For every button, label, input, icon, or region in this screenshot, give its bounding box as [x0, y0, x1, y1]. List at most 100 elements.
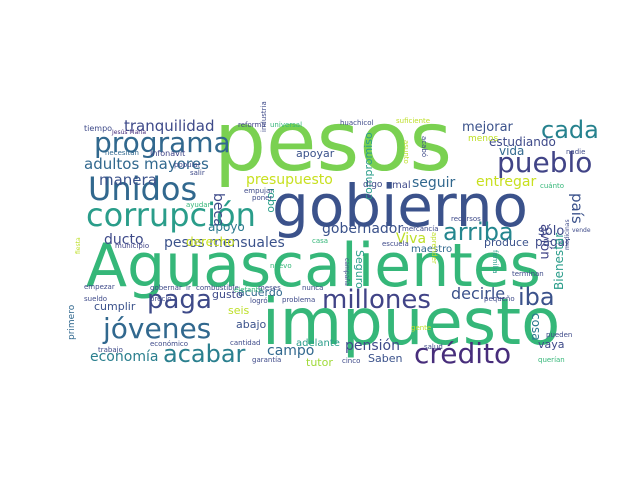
- word: industria: [260, 101, 268, 132]
- word: ducto: [104, 232, 144, 248]
- word: menos: [468, 134, 499, 144]
- word: campo: [267, 343, 314, 359]
- word: salir: [190, 169, 205, 177]
- word: precio: [150, 295, 172, 303]
- word: escuela: [382, 240, 409, 248]
- word: asunto: [402, 140, 410, 164]
- word: decirle: [451, 284, 505, 303]
- word: crédito: [414, 337, 511, 370]
- word: manera: [99, 171, 157, 189]
- word: Infonavit: [150, 149, 185, 158]
- word: aprender: [430, 232, 438, 264]
- word: estudiando: [489, 135, 556, 149]
- word: campaña: [343, 258, 350, 286]
- word: Viva: [396, 231, 426, 247]
- word: robo: [265, 188, 278, 213]
- word: compromiso: [362, 132, 375, 200]
- cloud-words: pesos gobierno Aguascalientes impuesto c…: [67, 95, 599, 370]
- word: sueldo: [84, 295, 107, 303]
- word: ayudar: [186, 201, 211, 209]
- word: empujar: [244, 187, 273, 195]
- word: nunca: [302, 284, 323, 292]
- word: nadie: [566, 148, 585, 156]
- word: fiesta: [75, 237, 82, 254]
- word: maestro: [411, 244, 452, 255]
- word: gobierno: [272, 172, 528, 240]
- word: medicinas: [564, 219, 571, 250]
- word: adelante: [296, 338, 340, 349]
- word: popular: [174, 161, 201, 169]
- word: acuerdo: [238, 286, 283, 299]
- word: pagar: [535, 235, 570, 249]
- word: ir: [186, 284, 191, 292]
- word: corrupción: [86, 196, 256, 234]
- word: abajo: [236, 318, 267, 331]
- word: seis: [228, 304, 250, 317]
- word: pensión: [345, 338, 400, 354]
- word: cosa: [529, 313, 543, 341]
- word: huachicol: [340, 119, 374, 127]
- word: sólo: [538, 224, 564, 239]
- word: vende: [572, 227, 591, 234]
- word: recursos: [451, 215, 481, 223]
- word: familia: [491, 250, 499, 274]
- word: digo: [363, 180, 383, 190]
- word: produce: [484, 236, 529, 249]
- word: querían: [538, 356, 565, 364]
- word: garantía: [252, 356, 281, 364]
- word: vaya: [538, 338, 565, 351]
- word: acabar: [163, 340, 246, 368]
- word: Saben: [368, 352, 402, 365]
- word: salud: [424, 343, 443, 351]
- word: pesos: [214, 95, 452, 190]
- word: mal: [392, 180, 411, 191]
- word: Jesús María: [111, 129, 146, 136]
- word: apoyar: [296, 147, 335, 160]
- word: gusto: [212, 288, 243, 301]
- word: cinco: [342, 357, 360, 365]
- word: presupuesto: [246, 172, 333, 188]
- word: seguir: [412, 175, 456, 191]
- word: tutor: [306, 356, 333, 369]
- word: universal: [270, 121, 302, 129]
- word: avión: [537, 224, 552, 259]
- word: necesitan: [105, 149, 139, 157]
- word: iba: [518, 283, 555, 311]
- word: económico: [150, 340, 188, 348]
- word: cuánto: [540, 182, 564, 190]
- word: logró: [250, 297, 268, 305]
- word: pesos mensuales: [164, 235, 285, 251]
- word: economía: [90, 349, 158, 365]
- word: cada: [541, 116, 599, 144]
- word: pueblo: [497, 146, 592, 179]
- word: meses: [258, 284, 281, 292]
- word: mercancía: [402, 225, 439, 233]
- word: vida: [499, 144, 524, 158]
- word: paga: [147, 285, 212, 315]
- word: tiempo: [84, 124, 112, 133]
- word: primero: [67, 304, 77, 340]
- word: millones: [322, 285, 431, 315]
- word: suficiente: [396, 117, 430, 125]
- word: derecho: [186, 235, 235, 249]
- word: entregar: [476, 174, 537, 190]
- word: Bienestar: [552, 233, 566, 290]
- word: país: [568, 193, 586, 224]
- word: cumplir: [94, 300, 136, 313]
- word: arriba: [443, 218, 514, 246]
- word: empezar: [84, 283, 115, 291]
- word: terminan: [512, 270, 544, 278]
- word: combustible: [196, 284, 239, 292]
- word: Aguascalientes: [86, 231, 541, 301]
- word: pueden: [546, 331, 572, 339]
- word: acabó: [420, 136, 428, 157]
- word: problema: [282, 296, 315, 304]
- word: trabajo: [98, 346, 123, 354]
- word: jóvenes: [102, 312, 211, 345]
- word: beca: [210, 193, 226, 227]
- word: casa: [312, 237, 328, 245]
- word: mejorar: [462, 120, 514, 135]
- word: elefante: [234, 286, 263, 294]
- word: impuesto: [262, 286, 560, 360]
- word: gobernar: [150, 284, 182, 292]
